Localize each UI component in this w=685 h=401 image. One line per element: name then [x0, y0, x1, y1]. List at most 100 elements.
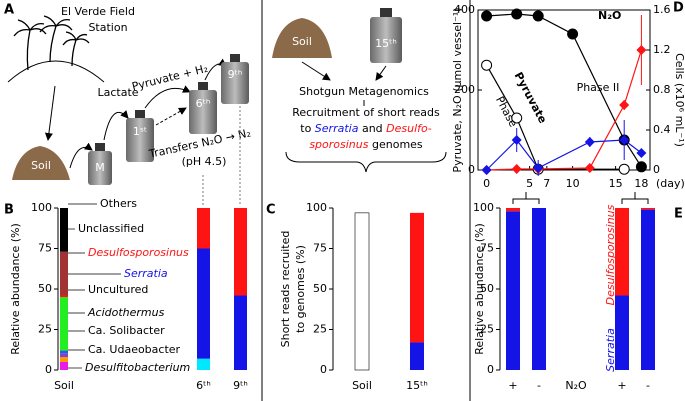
soil-pile: [272, 18, 332, 58]
arrow: [69, 142, 93, 169]
bar-segment: [615, 295, 629, 370]
series-label: Ca. Solibacter: [88, 324, 165, 337]
panel-a: A El Verde Field Station Soil M Lactate …: [4, 3, 252, 205]
bar-segment: [197, 208, 210, 249]
y-axis-label: Relative abundance (%): [9, 223, 22, 355]
series-label: Others: [100, 197, 137, 210]
arrow: [103, 110, 129, 141]
bottle: [370, 17, 402, 63]
x-tick-label: -: [537, 379, 541, 392]
point: [533, 163, 544, 173]
point: [635, 161, 647, 173]
bracket: [285, 151, 447, 173]
site-label: Station: [88, 21, 127, 34]
bottle-label: 1ˢᵗ: [133, 125, 147, 138]
x-tick-label: -: [646, 379, 650, 392]
arrow: [144, 85, 191, 109]
soil-pile: [12, 146, 70, 180]
panel-c-top: Soil 15ᵗʰ Shotgun Metagenomics: [272, 8, 447, 173]
soil-label: Soil: [31, 159, 51, 172]
point: [618, 163, 630, 175]
series-label: Desulfitobacterium: [85, 361, 190, 374]
y-axis-label: Short reads recruited: [279, 231, 292, 348]
hill: [7, 60, 105, 83]
point: [619, 135, 630, 145]
bar-segment: [410, 342, 424, 370]
series-line: [486, 49, 642, 171]
x-tick-label: 6ᵗʰ: [196, 379, 211, 392]
y-tick-label: 50: [480, 282, 494, 295]
arrow: [301, 61, 331, 81]
x-tick-label: 10: [566, 177, 580, 190]
y-axis-label: Relative abundance (%): [473, 223, 486, 355]
caption-line: Recruitment of short reads: [292, 106, 440, 119]
caption-text: sporosinus: [309, 138, 368, 151]
series-line: [486, 64, 625, 170]
x-axis-label: N₂O: [565, 379, 587, 392]
y2-axis-label: Cells (x10⁶ mL⁻¹): [673, 53, 685, 147]
point: [584, 137, 595, 147]
caption-text: Desulfo-: [386, 122, 432, 135]
point: [619, 100, 630, 110]
annotation: Phase: [493, 94, 520, 129]
series-label: Acidothermus: [87, 306, 165, 319]
x-axis-label: (day): [656, 177, 685, 190]
y2-tick-label: 0.4: [653, 123, 671, 136]
bottle: [88, 151, 112, 185]
panel-label: A: [4, 3, 14, 18]
bar-segment: [60, 350, 68, 354]
y2-tick-label: 1.6: [653, 3, 671, 16]
y-tick-label: 0: [320, 363, 327, 376]
bar-segment: [354, 212, 370, 371]
site-label: El Verde Field: [61, 5, 135, 18]
point: [636, 45, 647, 55]
bar-segment: [641, 209, 655, 370]
bottle-label: 9ᵗʰ: [228, 68, 243, 81]
point: [584, 163, 595, 173]
caption-text: Recruitment of short reads: [292, 106, 440, 119]
bar-segment: [532, 208, 546, 370]
series-label: Unclassified: [78, 222, 144, 235]
bottle-cap: [198, 82, 208, 90]
y-tick-label: 25: [38, 323, 52, 336]
bottle-cap: [135, 110, 145, 118]
panel-label: B: [4, 203, 14, 218]
bottle: [189, 90, 217, 134]
bar-segment: [60, 353, 68, 358]
bar-segment: [197, 248, 210, 359]
annotation: Phase II: [577, 81, 620, 94]
point: [511, 135, 522, 145]
caption-text: Serratia: [315, 122, 359, 135]
arrow: [155, 107, 187, 126]
y-tick-label: 75: [480, 242, 494, 255]
point: [636, 148, 647, 158]
palms: [13, 15, 90, 71]
bottle: [221, 62, 249, 104]
caption-text: and: [358, 122, 386, 135]
bar-segment: [615, 208, 629, 296]
arrow: [375, 65, 387, 81]
y2-tick-label: 0.8: [653, 83, 671, 96]
series-line: [486, 139, 642, 171]
method-label: Shotgun Metagenomics: [299, 85, 429, 98]
x-tick-label: 15: [609, 177, 623, 190]
point: [511, 164, 522, 174]
x-tick-label: 15ᵗʰ: [406, 379, 428, 392]
y2-tick-label: 0: [653, 163, 660, 176]
y-tick-label: 25: [480, 323, 494, 336]
x-tick-label: 7: [543, 177, 550, 190]
arrow: [44, 85, 56, 141]
bottle-cap: [95, 143, 105, 151]
ph-label: (pH 4.5): [182, 155, 227, 168]
bar-segment: [60, 361, 68, 370]
bracket: [621, 192, 649, 204]
point: [481, 59, 493, 71]
panel-label: D: [673, 1, 684, 16]
series-label: Serratia: [124, 267, 168, 280]
bottle-label: 15ᵗʰ: [375, 37, 397, 50]
x-tick-label: +: [617, 379, 626, 392]
bar-segment: [60, 297, 68, 351]
y-tick-label: 100: [473, 201, 494, 214]
bar-segment: [60, 357, 68, 362]
